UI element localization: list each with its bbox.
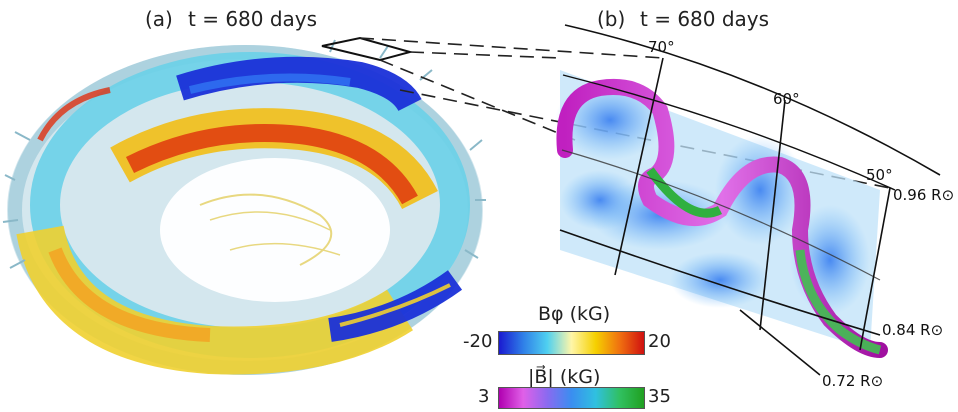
colorbar-bmag-min: 3 — [478, 386, 490, 407]
latitude-60-label: 60° — [773, 90, 800, 108]
radius-096-label: 0.96 R⊙ — [893, 186, 955, 204]
panel-a-torus — [2, 36, 486, 375]
colorbar-bphi-max: 20 — [648, 331, 671, 352]
colorbar-bmag-max: 35 — [648, 386, 671, 407]
colorbar-bphi-min: -20 — [463, 331, 493, 352]
panel-b-time-label: t = 680 days — [640, 7, 770, 31]
panel-b-label: (b) — [597, 7, 626, 31]
panel-a-time-label: t = 680 days — [188, 7, 318, 31]
radius-084-label: 0.84 R⊙ — [882, 321, 944, 339]
colorbar-bphi — [498, 331, 645, 355]
latitude-50-label: 50° — [866, 166, 893, 184]
colorbar-bphi-title: Bφ (kG) — [538, 303, 611, 325]
radius-072-label: 0.72 R⊙ — [822, 372, 884, 390]
panel-a-label: (a) — [145, 7, 173, 31]
latitude-70-label: 70° — [648, 38, 675, 56]
colorbar-bmag — [498, 387, 645, 409]
panel-b-wedge — [555, 24, 941, 376]
colorbar-bmag-title: |B⃗| (kG) — [528, 366, 601, 388]
